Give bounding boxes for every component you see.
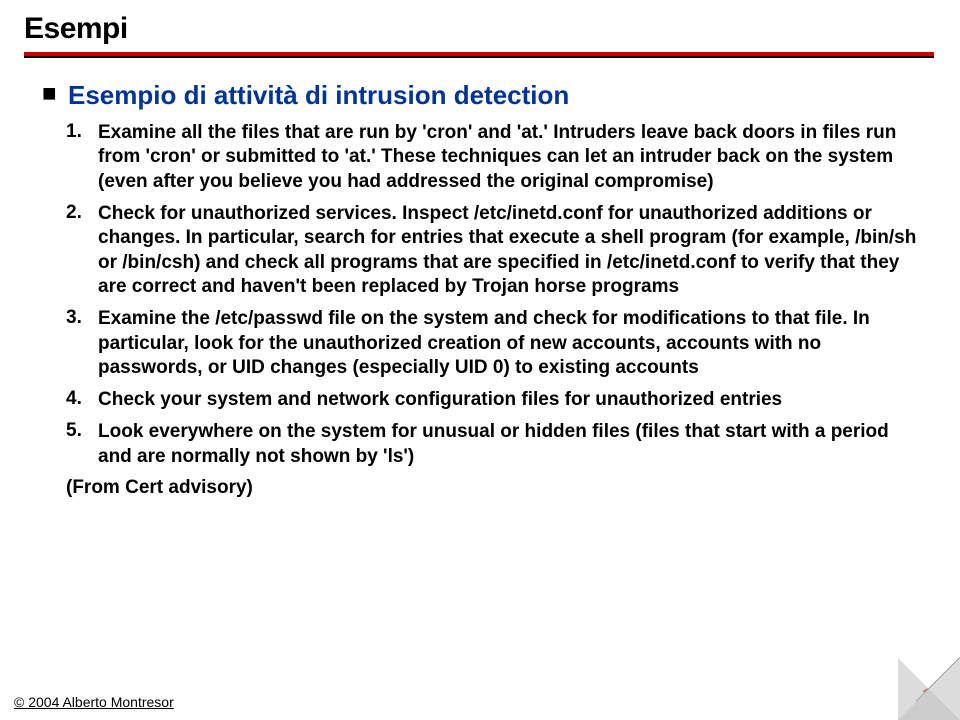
source-line: (From Cert advisory)	[66, 477, 924, 499]
list-item: 1. Examine all the files that are run by…	[66, 121, 924, 194]
page-curl-icon	[898, 658, 960, 720]
copyright: © 2004 Alberto Montresor	[14, 694, 174, 710]
item-number: 5.	[66, 420, 98, 442]
ordered-list: 1. Examine all the files that are run by…	[66, 121, 924, 469]
heading-area: Esempi	[0, 0, 960, 46]
content-area: ■ Esempio di attività di intrusion detec…	[0, 58, 960, 499]
item-number: 1.	[66, 121, 98, 143]
list-item: 4. Check your system and network configu…	[66, 388, 924, 412]
item-text: Examine all the files that are run by 'c…	[98, 121, 924, 194]
footer: © 2004 Alberto Montresor 11	[14, 684, 944, 710]
list-item: 3. Examine the /etc/passwd file on the s…	[66, 307, 924, 380]
item-number: 2.	[66, 202, 98, 224]
item-text: Look everywhere on the system for unusua…	[98, 420, 924, 469]
item-text: Examine the /etc/passwd file on the syst…	[98, 307, 924, 380]
section-title: Esempio di attività di intrusion detecti…	[68, 80, 569, 111]
item-text: Check your system and network configurat…	[98, 388, 924, 412]
section-heading-row: ■ Esempio di attività di intrusion detec…	[42, 80, 924, 111]
slide-title: Esempi	[24, 12, 960, 46]
list-item: 2. Check for unauthorized services. Insp…	[66, 202, 924, 299]
bullet-icon: ■	[42, 80, 68, 109]
item-text: Check for unauthorized services. Inspect…	[98, 202, 924, 299]
item-number: 3.	[66, 307, 98, 329]
slide: Esempi ■ Esempio di attività di intrusio…	[0, 0, 960, 720]
list-item: 5. Look everywhere on the system for unu…	[66, 420, 924, 469]
item-number: 4.	[66, 388, 98, 410]
